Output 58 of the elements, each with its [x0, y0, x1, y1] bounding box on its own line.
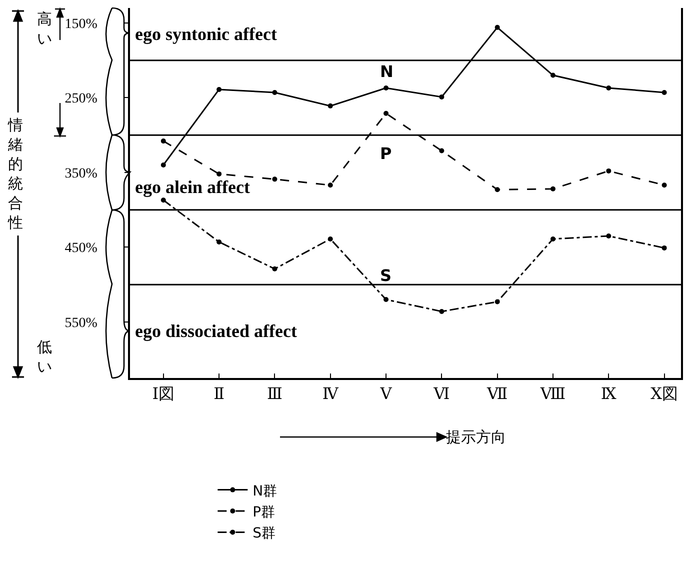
point [160, 138, 166, 144]
point [272, 176, 278, 182]
point [606, 233, 612, 238]
annotation: ego dissociated affect [135, 321, 297, 341]
point [272, 90, 278, 95]
annotation: S [380, 266, 392, 285]
x-axis-title: 提示方向 [446, 428, 506, 446]
point [550, 236, 556, 242]
y-tick-label: 150% [64, 16, 98, 32]
point [160, 162, 166, 168]
point [662, 182, 667, 188]
point [216, 171, 222, 176]
point [439, 148, 444, 154]
x-tick-label: Ⅸ [600, 386, 617, 403]
y-tick-label: 450% [64, 241, 98, 256]
point [494, 299, 500, 304]
point [160, 198, 166, 203]
text: 高い [37, 10, 52, 48]
point [328, 182, 333, 188]
legend-label: P群 [252, 504, 276, 520]
point [439, 94, 444, 100]
legend-label: N群 [252, 483, 278, 500]
point [328, 103, 333, 108]
y-tick-label: 350% [64, 166, 98, 182]
x-tick-label: Ⅲ [266, 386, 282, 403]
point [384, 85, 389, 90]
point [606, 85, 612, 90]
x-tick-label: Ⅳ [322, 386, 340, 403]
point [439, 308, 444, 314]
point [494, 187, 500, 192]
text: 低い [37, 338, 52, 376]
point [662, 245, 667, 250]
point [662, 90, 667, 95]
point [550, 186, 556, 192]
point [384, 297, 389, 302]
legend-label: S群 [252, 526, 276, 542]
point [606, 168, 612, 174]
point [384, 110, 389, 116]
annotation: N [380, 62, 394, 81]
point [494, 24, 500, 30]
annotation: ego alein affect [135, 177, 250, 197]
y-tick-label: 550% [64, 316, 98, 331]
point [550, 72, 556, 78]
y-axis-title: 情緒的統合性 [7, 116, 23, 232]
x-tick-label: Ⅹ図 [650, 386, 678, 403]
point [272, 266, 278, 272]
x-tick-label: Ⅵ [432, 386, 450, 403]
annotation: P [380, 144, 392, 163]
x-tick-label: Ⅴ [379, 386, 392, 403]
x-tick-label: Ⅷ [539, 386, 566, 403]
annotation: ego syntonic affect [135, 24, 277, 44]
x-tick-label: Ⅶ [486, 386, 508, 403]
x-tick-label: Ⅰ図 [152, 386, 175, 403]
y-tick-label: 250% [64, 92, 98, 107]
point [328, 236, 333, 242]
point [216, 86, 222, 92]
point [216, 239, 222, 244]
x-tick-label: Ⅱ [214, 386, 224, 403]
